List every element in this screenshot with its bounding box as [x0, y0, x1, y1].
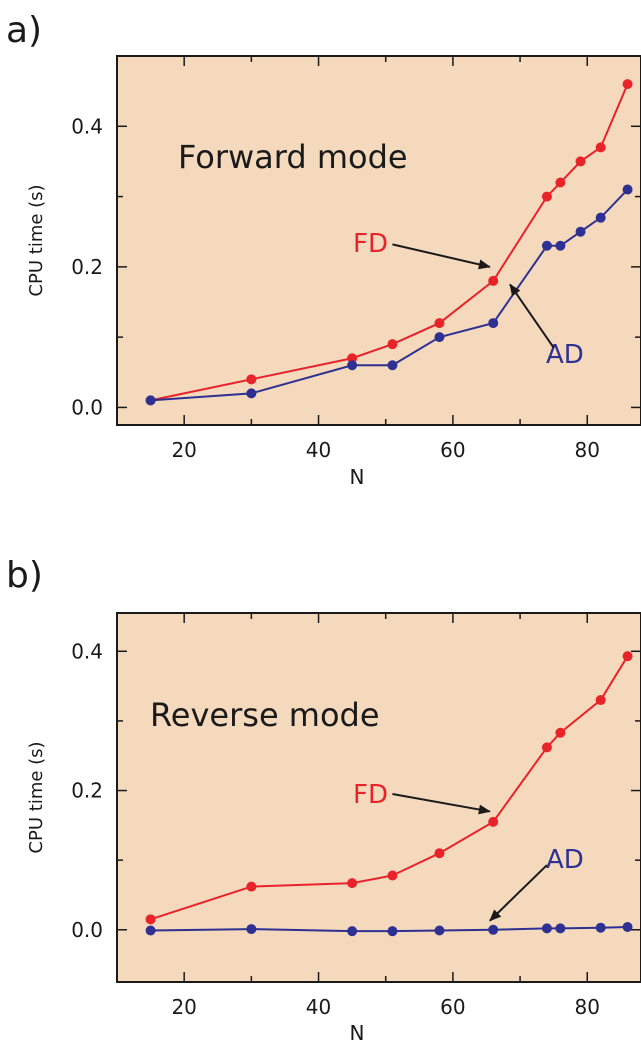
- plot-area: [116, 612, 641, 983]
- y-tick-label: 0.2: [71, 779, 103, 803]
- arrow-fd: [392, 243, 491, 270]
- y-tick-label: 0.4: [71, 114, 103, 138]
- data-point-ad: [145, 395, 156, 406]
- data-point-ad: [575, 226, 586, 237]
- data-point-ad: [434, 925, 445, 936]
- arrow-fd: [392, 793, 491, 815]
- data-point-ad: [622, 921, 633, 932]
- data-point-fd: [387, 339, 398, 350]
- data-point-ad: [347, 360, 358, 371]
- data-point-ad: [145, 925, 156, 936]
- data-point-ad: [595, 212, 606, 223]
- data-point-fd: [246, 881, 257, 892]
- data-point-fd: [488, 816, 499, 827]
- y-axis-label: CPU time (s): [26, 184, 47, 296]
- data-point-ad: [541, 240, 552, 251]
- data-point-ad: [246, 388, 257, 399]
- series-line-fd: [150, 655, 629, 921]
- y-tick-label: 0.0: [71, 918, 103, 942]
- y-tick-label: 0.2: [71, 255, 103, 279]
- y-tick-label: 0.4: [71, 639, 103, 663]
- data-point-ad: [387, 360, 398, 371]
- mode-annotation: Forward mode: [178, 138, 408, 176]
- x-tick-label: 40: [306, 995, 331, 1019]
- y-tick-label: 0.0: [71, 395, 103, 419]
- chart-panel-a: 20 40 60 80 0.0 0.2 0.4 N CPU time (s) Forward mo…: [26, 55, 641, 489]
- panel-letter-a: a): [6, 10, 43, 51]
- data-point-fd: [541, 191, 552, 202]
- data-point-ad: [555, 923, 566, 934]
- data-point-fd: [575, 156, 586, 167]
- mode-annotation: Reverse mode: [150, 696, 380, 734]
- data-point-ad: [595, 922, 606, 933]
- data-point-fd: [145, 914, 156, 925]
- x-tick-label: 60: [440, 438, 465, 462]
- data-point-fd: [387, 870, 398, 881]
- data-point-fd: [555, 727, 566, 738]
- data-point-fd: [347, 353, 358, 364]
- series-line-ad: [150, 925, 628, 933]
- data-point-ad: [488, 924, 499, 935]
- x-axis-label: N: [350, 1021, 365, 1043]
- x-tick-label: 80: [575, 995, 600, 1019]
- data-point-fd: [622, 79, 633, 90]
- data-point-fd: [595, 142, 606, 153]
- data-point-fd: [555, 177, 566, 188]
- x-tick-label: 20: [171, 995, 196, 1019]
- data-point-ad: [622, 184, 633, 195]
- data-point-fd: [595, 695, 606, 706]
- data-point-fd: [541, 742, 552, 753]
- data-point-fd: [434, 848, 445, 859]
- y-axis-label: CPU time (s): [26, 741, 47, 853]
- data-point-fd: [434, 318, 445, 329]
- data-point-fd: [488, 275, 499, 286]
- data-point-ad: [488, 318, 499, 329]
- x-axis-label: N: [350, 465, 365, 489]
- arrow-ad: [489, 864, 548, 922]
- data-point-fd: [622, 651, 633, 662]
- data-point-ad: [387, 926, 398, 937]
- data-point-ad: [347, 926, 358, 937]
- x-tick-label: 80: [575, 438, 600, 462]
- chart-panel-b: 20 40 60 80 0.0 0.2 0.4 N CPU time (s) Reverse mo…: [26, 612, 641, 1043]
- series-label-ad: AD: [546, 845, 584, 875]
- series-label-fd: FD: [353, 780, 388, 810]
- arrow-ad: [509, 283, 555, 349]
- data-point-ad: [555, 240, 566, 251]
- data-point-ad: [434, 332, 445, 343]
- plot-area: [116, 55, 641, 426]
- series-label-fd: FD: [353, 229, 388, 259]
- data-point-ad: [246, 924, 257, 935]
- x-tick-label: 20: [171, 438, 196, 462]
- data-point-fd: [246, 374, 257, 385]
- x-tick-label: 60: [440, 995, 465, 1019]
- panel-letter-b: b): [6, 555, 43, 596]
- x-tick-label: 40: [306, 438, 331, 462]
- data-point-ad: [541, 923, 552, 934]
- data-point-fd: [347, 878, 358, 889]
